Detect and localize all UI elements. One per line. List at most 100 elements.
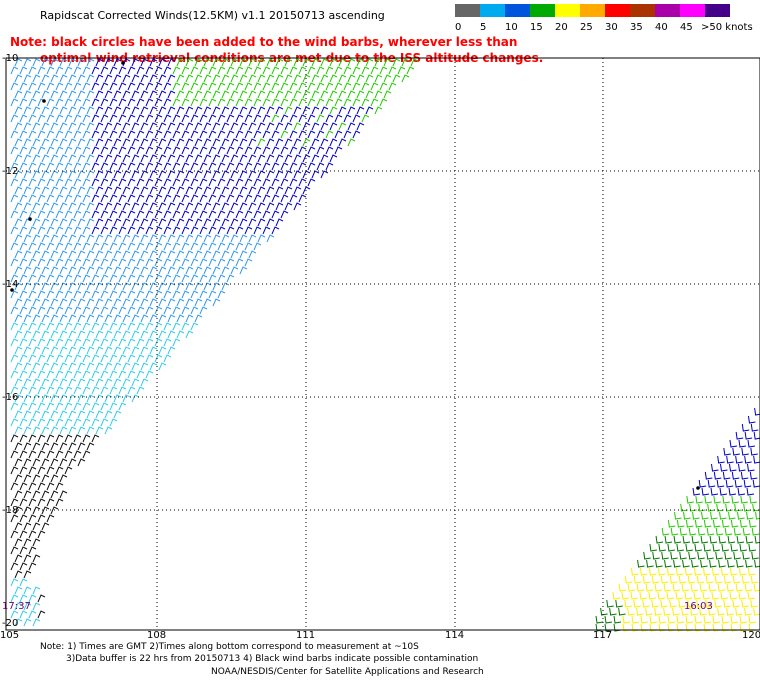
wind-barb: [109, 226, 118, 235]
wind-barb: [118, 162, 127, 171]
wind-barb: [68, 250, 77, 259]
wind-barb: [676, 519, 685, 528]
wind-barb: [154, 162, 163, 171]
wind-barb: [140, 154, 149, 163]
wind-barb: [41, 90, 50, 99]
wind-barb: [28, 242, 37, 251]
wind-barb: [131, 58, 140, 67]
wind-barb: [691, 535, 700, 544]
wind-barb: [307, 98, 316, 107]
wind-barb: [59, 266, 68, 275]
wind-barb: [726, 607, 734, 616]
wind-barb: [289, 66, 298, 75]
wind-barb: [95, 266, 104, 275]
wind-barb: [383, 58, 392, 67]
wind-barb: [131, 330, 140, 339]
wind-barb: [28, 594, 37, 603]
wind-barb: [59, 138, 68, 147]
wind-barb: [145, 354, 154, 363]
wind-barb: [158, 202, 167, 211]
wind-barb: [257, 186, 266, 195]
wind-barb: [176, 138, 185, 147]
wind-barb: [716, 479, 725, 488]
wind-barb: [230, 218, 239, 227]
wind-barb: [284, 154, 293, 163]
wind-barb: [100, 290, 109, 299]
wind-barb: [721, 543, 729, 552]
wind-barb: [41, 138, 50, 147]
wind-barb: [158, 330, 167, 339]
wind-barb: [257, 58, 266, 67]
wind-barb: [19, 258, 28, 267]
wind-barb: [50, 298, 59, 307]
wind-barb: [113, 378, 122, 387]
wind-barb: [10, 226, 19, 235]
wind-barb: [679, 551, 687, 560]
wind-barb: [750, 599, 758, 608]
wind-barb: [50, 90, 59, 99]
wind-barb: [248, 250, 257, 259]
wind-barb: [190, 66, 199, 75]
wind-barb: [244, 114, 253, 123]
wind-barb: [190, 98, 199, 107]
wind-barb: [167, 218, 176, 227]
wind-barb: [158, 298, 167, 307]
wind-barb: [68, 202, 77, 211]
wind-barb: [122, 106, 131, 115]
wind-barb: [158, 170, 167, 179]
wind-barb: [185, 250, 194, 259]
wind-barb: [271, 98, 280, 107]
wind-barb: [32, 58, 41, 67]
wind-barb: [649, 543, 657, 552]
wind-barb: [239, 58, 248, 67]
wind-barb: [194, 266, 203, 275]
wind-barb: [23, 522, 32, 531]
wind-barb: [253, 114, 262, 123]
wind-barb: [73, 306, 82, 315]
legend-swatch: [505, 4, 530, 17]
wind-barb: [289, 178, 298, 187]
wind-barb: [212, 298, 221, 307]
wind-barb: [154, 226, 163, 235]
wind-barb: [32, 602, 41, 611]
wind-barb: [675, 567, 684, 576]
wind-barb: [698, 479, 707, 488]
wind-barb: [32, 170, 41, 179]
wind-barb: [23, 250, 32, 259]
wind-barb: [262, 194, 271, 203]
wind-barb: [122, 218, 131, 227]
legend-tick-label: 30: [605, 22, 618, 33]
wind-barb: [687, 575, 696, 584]
wind-barb: [712, 543, 720, 552]
wind-barb: [239, 202, 248, 211]
wind-barb: [113, 250, 122, 259]
wind-barb: [654, 607, 662, 616]
wind-barb: [217, 82, 226, 91]
wind-barb: [221, 218, 230, 227]
wind-barb: [735, 455, 743, 464]
wind-barb: [284, 90, 293, 99]
wind-barb: [320, 106, 329, 115]
wind-barb: [181, 242, 190, 251]
wind-barb: [104, 314, 113, 323]
wind-barb: [113, 314, 122, 323]
wind-barb: [682, 559, 690, 568]
wind-barb: [100, 178, 109, 187]
wind-barb: [311, 106, 320, 115]
wind-barb: [185, 106, 194, 115]
wind-barb: [239, 154, 248, 163]
wind-barb: [55, 98, 64, 107]
wind-barb: [154, 114, 163, 123]
wind-barb: [235, 130, 244, 139]
wind-barb: [194, 138, 203, 147]
wind-barb: [55, 418, 64, 427]
wind-barb: [235, 98, 244, 107]
wind-barb: [46, 242, 55, 251]
wind-barb: [118, 210, 127, 219]
wind-barb: [32, 122, 41, 131]
wind-barb: [104, 106, 113, 115]
wind-barb: [131, 170, 140, 179]
wind-barb: [343, 130, 352, 139]
wind-barb: [163, 82, 172, 91]
wind-barb: [127, 306, 136, 315]
